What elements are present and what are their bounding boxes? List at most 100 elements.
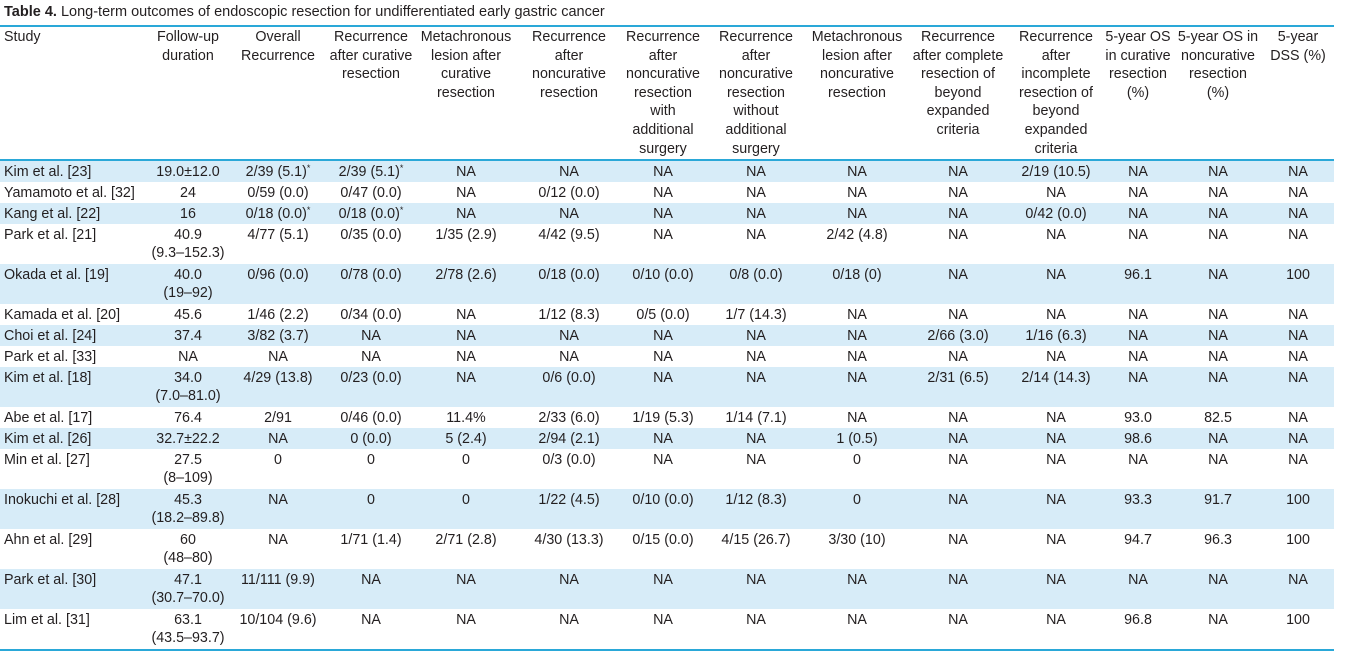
table-row: Choi et al. [24] 37.4 3/82 (3.7) NA NA NA NA NA… (0, 325, 1334, 346)
table-cell: NA (1174, 160, 1262, 182)
table-cell: NA (416, 203, 516, 224)
table-cell: NA (1174, 264, 1262, 304)
table-cell: NA (326, 325, 416, 346)
table-cell: 37.4 (146, 325, 230, 346)
table-cell: NA (1046, 612, 1066, 628)
table-row: Kim et al. [23] 19.0±12.0 2/39 (5.1)* 2/39 … (0, 160, 1334, 182)
table-cell: 45.6 (174, 307, 202, 323)
table-cell: 0/35 (0.0) (340, 227, 402, 243)
table-cell: NA (456, 185, 476, 201)
table-cell: 4/77 (5.1) (247, 227, 309, 243)
table-cell: NA (516, 325, 622, 346)
table-cell: 0/10 (0.0) (622, 489, 704, 529)
table-cell: 1/46 (2.2) (247, 307, 309, 323)
table-cell: 2/42 (4.8) (826, 227, 888, 243)
table-cell: 4/29 (13.8) (230, 367, 326, 407)
table-cell: NA (1010, 489, 1102, 529)
table-cell: 0/47 (0.0) (340, 185, 402, 201)
table-cell: 100 (1286, 612, 1310, 628)
table-cell: NA (948, 612, 968, 628)
table-cell: NA (808, 160, 906, 182)
column-header: 5-year DSS (%) (1270, 29, 1326, 64)
table-cell: 0 (326, 489, 416, 529)
table-cell: 1/12 (8.3) (704, 489, 808, 529)
table-cell: 0/6 (0.0) (516, 367, 622, 407)
table-cell: 0/18 (0.0) (516, 264, 622, 304)
column-header: Recurrence after complete resection of b… (912, 29, 1004, 138)
table-cell: NA (653, 612, 673, 628)
table-cell: 10/104 (9.6) (239, 612, 317, 628)
table-cell: 0/12 (0.0) (538, 185, 600, 201)
table-cell: 3/82 (3.7) (230, 325, 326, 346)
column-header: 5-year OS in curative resection (%) (1105, 29, 1171, 101)
table-cell: 40.9 (9.3–152.3) (151, 227, 225, 261)
table-cell: NA (1262, 569, 1334, 609)
table-cell: NA (847, 349, 867, 365)
table-cell: NA (808, 325, 906, 346)
table-cell: 0/10 (0.0) (622, 264, 704, 304)
table-cell: NA (1046, 452, 1066, 468)
table-cell: 0/42 (0.0) (1010, 203, 1102, 224)
table-cell: NA (746, 185, 766, 201)
table-cell: NA (1128, 227, 1148, 243)
table-cell: 40.0 (19–92) (146, 264, 230, 304)
table-cell: 47.1 (30.7–70.0) (146, 569, 230, 609)
table-cell: 4/42 (9.5) (538, 227, 600, 243)
table-cell: 96.8 (1124, 612, 1152, 628)
table-cell: 96.1 (1102, 264, 1174, 304)
table-cell: NA (948, 307, 968, 323)
table-cell: 2/78 (2.6) (416, 264, 516, 304)
table-cell: 1/19 (5.3) (632, 410, 694, 426)
table-cell: 0 (0.0) (326, 428, 416, 449)
table-cell: 0/46 (0.0) (340, 410, 402, 426)
table-cell: NA (622, 428, 704, 449)
column-header: Recurrence after noncurative resection (532, 29, 606, 101)
table-cell: 93.0 (1124, 410, 1152, 426)
table-cell: 100 (1262, 489, 1334, 529)
table-cell: NA (746, 349, 766, 365)
table-cell: NA (456, 349, 476, 365)
table-cell: NA (704, 367, 808, 407)
table-cell: NA (746, 612, 766, 628)
table-cell: 2/39 (5.1)* (326, 160, 416, 182)
table-cell: NA (230, 428, 326, 449)
table-cell: NA (1102, 203, 1174, 224)
table-cell: 100 (1286, 532, 1310, 548)
table-cell: NA (326, 569, 416, 609)
table-cell: NA (268, 349, 288, 365)
study-name-cell: Abe et al. [17] (4, 410, 93, 426)
table-row: Lim et al. [31] 63.1 (43.5–93.7) 10/104 (9.… (0, 609, 1334, 650)
table-cell: 1/22 (4.5) (516, 489, 622, 529)
column-header: Recurrence after curative resection (329, 29, 413, 83)
table-cell: NA (1208, 307, 1228, 323)
column-header: Metachronous lesion after noncurative re… (811, 29, 903, 101)
table-cell: 24 (180, 185, 196, 201)
study-name-cell: Lim et al. [31] (4, 612, 90, 628)
table-cell: NA (653, 349, 673, 365)
table-row: Ahn et al. [29] 60 (48–80) NA 1/71 (1.4) 2/71… (0, 529, 1334, 569)
table-row: Okada et al. [19] 40.0 (19–92) 0/96 (0.0) 0/… (0, 264, 1334, 304)
table-cell: 98.6 (1102, 428, 1174, 449)
table-cell: NA (622, 160, 704, 182)
table-row: Kamada et al. [20] 45.6 1/46 (2.2) 0/34 (0.… (0, 304, 1334, 325)
table-cell: 16 (146, 203, 230, 224)
table-cell: 60 (48–80) (163, 532, 213, 566)
table-cell: NA (948, 227, 968, 243)
table-cell: NA (704, 569, 808, 609)
table-cell: 0 (416, 489, 516, 529)
table-cell: NA (1262, 428, 1334, 449)
table-cell: 0/18 (0.0)* (230, 203, 326, 224)
table-caption-label: Table 4. (4, 4, 57, 20)
table-cell: 45.3 (18.2–89.8) (146, 489, 230, 529)
table-cell: 0/5 (0.0) (636, 307, 690, 323)
table-cell: NA (906, 160, 1010, 182)
table-cell: 1/71 (1.4) (340, 532, 402, 548)
table-cell: NA (1174, 569, 1262, 609)
table-cell: NA (516, 203, 622, 224)
table-cell: NA (622, 569, 704, 609)
table-row: Abe et al. [17] 76.4 2/91 0/46 (0.0) 11.4% 2/… (0, 407, 1334, 428)
study-name-cell: Park et al. [33] (4, 349, 97, 365)
table-cell: NA (1208, 349, 1228, 365)
table-cell: 2/66 (3.0) (906, 325, 1010, 346)
table-body: Kim et al. [23] 19.0±12.0 2/39 (5.1)* 2/39 … (0, 160, 1334, 650)
